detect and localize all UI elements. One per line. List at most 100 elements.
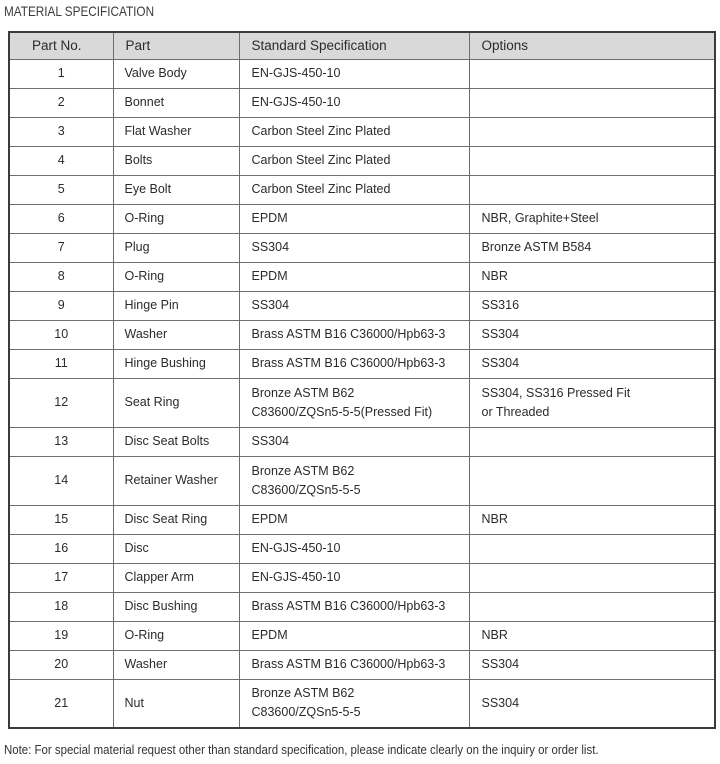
footnote: Note: For special material request other… (4, 742, 599, 757)
cell-part-no: 15 (8, 504, 114, 535)
cell-part: Plug (112, 232, 240, 263)
cell-spec: EN-GJS-450-10 (238, 533, 470, 564)
cell-part: Disc (112, 533, 240, 564)
table-row: 3 Flat Washer Carbon Steel Zinc Plated (8, 116, 716, 147)
cell-spec: Carbon Steel Zinc Plated (238, 145, 470, 176)
cell-options (468, 174, 716, 205)
cell-part: Disc Bushing (112, 591, 240, 622)
cell-spec: EPDM (238, 504, 470, 535)
cell-spec: SS304 (238, 290, 470, 321)
cell-spec: Brass ASTM B16 C36000/Hpb63-3 (238, 649, 470, 680)
spec-table-body: 1 Valve Body EN-GJS-450-10 2 Bonnet EN-GJS-45… (8, 58, 716, 729)
table-row: 20 Washer Brass ASTM B16 C36000/Hpb63-3 SS3… (8, 649, 716, 680)
table-row: 9 Hinge Pin SS304 SS316 (8, 290, 716, 321)
column-header-part-no: Part No. (8, 31, 114, 60)
cell-options: NBR, Graphite+Steel (468, 203, 716, 234)
cell-spec: Carbon Steel Zinc Plated (238, 174, 470, 205)
table-row: 13 Disc Seat Bolts SS304 (8, 426, 716, 457)
cell-options (468, 455, 716, 506)
table-header-row: Part No. Part Standard Specification Opt… (8, 31, 716, 60)
table-row: 6 O-Ring EPDM NBR, Graphite+Steel (8, 203, 716, 234)
cell-part: Disc Seat Bolts (112, 426, 240, 457)
cell-spec: Brass ASTM B16 C36000/Hpb63-3 (238, 348, 470, 379)
cell-part-no: 14 (8, 455, 114, 506)
table-row: 4 Bolts Carbon Steel Zinc Plated (8, 145, 716, 176)
cell-part: Seat Ring (112, 377, 240, 428)
cell-spec: EN-GJS-450-10 (238, 87, 470, 118)
cell-part-no: 7 (8, 232, 114, 263)
cell-part-no: 17 (8, 562, 114, 593)
cell-options (468, 562, 716, 593)
cell-part-no: 9 (8, 290, 114, 321)
cell-part-no: 18 (8, 591, 114, 622)
cell-part-no: 20 (8, 649, 114, 680)
table-row: 14 Retainer Washer Bronze ASTM B62 C83600/Z… (8, 455, 716, 506)
cell-part: Washer (112, 649, 240, 680)
cell-spec: EPDM (238, 203, 470, 234)
cell-spec: Bronze ASTM B62 C83600/ZQSn5-5-5 (238, 678, 470, 729)
cell-part: Bonnet (112, 87, 240, 118)
table-row: 15 Disc Seat Ring EPDM NBR (8, 504, 716, 535)
cell-part-no: 16 (8, 533, 114, 564)
cell-part-no: 10 (8, 319, 114, 350)
table-row: 12 Seat Ring Bronze ASTM B62 C83600/ZQSn5-5… (8, 377, 716, 428)
cell-spec: Bronze ASTM B62 C83600/ZQSn5-5-5(Pressed … (238, 377, 470, 428)
table-row: 1 Valve Body EN-GJS-450-10 (8, 58, 716, 89)
cell-part: O-Ring (112, 261, 240, 292)
cell-options (468, 87, 716, 118)
table-row: 18 Disc Bushing Brass ASTM B16 C36000/Hpb6… (8, 591, 716, 622)
cell-part-no: 21 (8, 678, 114, 729)
cell-options: NBR (468, 620, 716, 651)
cell-part-no: 12 (8, 377, 114, 428)
table-row: 2 Bonnet EN-GJS-450-10 (8, 87, 716, 118)
cell-options: NBR (468, 261, 716, 292)
cell-spec: EPDM (238, 620, 470, 651)
table-row: 5 Eye Bolt Carbon Steel Zinc Plated (8, 174, 716, 205)
cell-spec: SS304 (238, 232, 470, 263)
cell-options: SS304 (468, 319, 716, 350)
cell-options (468, 426, 716, 457)
material-specification-table: Part No. Part Standard Specification Opt… (8, 31, 716, 729)
table-row: 17 Clapper Arm EN-GJS-450-10 (8, 562, 716, 593)
cell-options: SS304 (468, 649, 716, 680)
cell-part: Clapper Arm (112, 562, 240, 593)
table-row: 16 Disc EN-GJS-450-10 (8, 533, 716, 564)
cell-options: SS316 (468, 290, 716, 321)
cell-spec: EN-GJS-450-10 (238, 562, 470, 593)
cell-options (468, 58, 716, 89)
cell-part-no: 4 (8, 145, 114, 176)
cell-part-no: 3 (8, 116, 114, 147)
table-row: 10 Washer Brass ASTM B16 C36000/Hpb63-3 SS3… (8, 319, 716, 350)
column-header-options: Options (468, 31, 716, 60)
cell-part: Hinge Pin (112, 290, 240, 321)
cell-options: Bronze ASTM B584 (468, 232, 716, 263)
table-row: 11 Hinge Bushing Brass ASTM B16 C36000/Hpb… (8, 348, 716, 379)
table-row: 7 Plug SS304 Bronze ASTM B584 (8, 232, 716, 263)
cell-spec: SS304 (238, 426, 470, 457)
cell-part: Retainer Washer (112, 455, 240, 506)
page-title: MATERIAL SPECIFICATION (4, 3, 155, 19)
cell-part-no: 6 (8, 203, 114, 234)
cell-part: Bolts (112, 145, 240, 176)
cell-options: NBR (468, 504, 716, 535)
cell-options (468, 145, 716, 176)
cell-spec: Carbon Steel Zinc Plated (238, 116, 470, 147)
cell-part: O-Ring (112, 620, 240, 651)
cell-options (468, 116, 716, 147)
cell-part-no: 8 (8, 261, 114, 292)
cell-part: Valve Body (112, 58, 240, 89)
cell-options: SS304 (468, 678, 716, 729)
cell-part: Eye Bolt (112, 174, 240, 205)
cell-part: Disc Seat Ring (112, 504, 240, 535)
cell-part: Flat Washer (112, 116, 240, 147)
cell-part-no: 13 (8, 426, 114, 457)
cell-options: SS304, SS316 Pressed Fit or Threaded (468, 377, 716, 428)
table-row: 8 O-Ring EPDM NBR (8, 261, 716, 292)
cell-part: O-Ring (112, 203, 240, 234)
cell-part: Hinge Bushing (112, 348, 240, 379)
cell-part-no: 2 (8, 87, 114, 118)
column-header-part: Part (112, 31, 240, 60)
table-header: Part No. Part Standard Specification Opt… (8, 31, 716, 60)
column-header-standard-specification: Standard Specification (238, 31, 470, 60)
cell-part: Washer (112, 319, 240, 350)
